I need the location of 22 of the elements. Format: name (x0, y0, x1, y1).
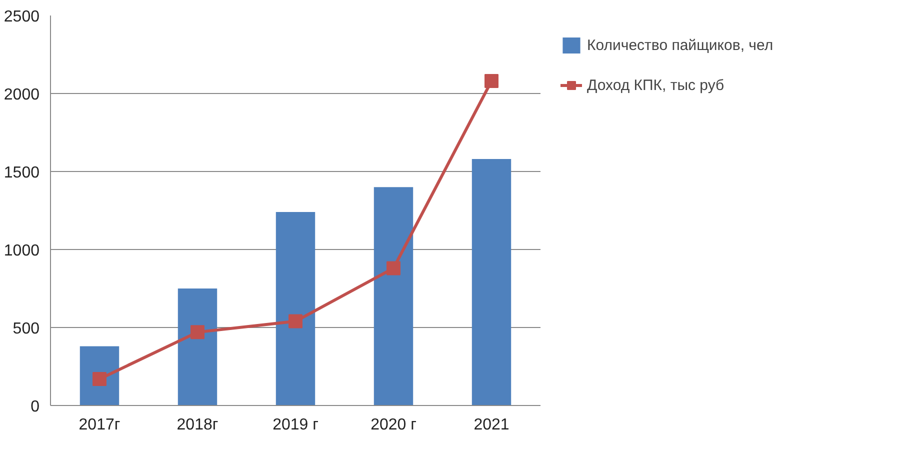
x-tick-label: 2018г (176, 416, 218, 434)
y-tick-label: 2000 (4, 86, 40, 104)
x-tick-label: 2017г (78, 416, 120, 434)
y-tick-label: 1000 (4, 242, 40, 260)
y-tick-label: 2500 (4, 8, 40, 26)
bar (472, 159, 512, 406)
x-tick-label: 2021 (474, 416, 510, 434)
x-tick-label: 2019 г (272, 416, 319, 434)
bar (276, 212, 316, 406)
legend-label: Количество пайщиков, чел (587, 36, 774, 54)
y-tick-label: 1500 (4, 164, 40, 182)
y-tick-label: 0 (30, 398, 40, 416)
bar (374, 187, 414, 406)
legend-label: Доход КПК, тыс руб (587, 76, 724, 94)
y-tick-label: 500 (12, 320, 40, 338)
point (92, 372, 106, 386)
point (386, 261, 400, 276)
bar (178, 288, 218, 406)
point (288, 314, 302, 328)
point (484, 74, 498, 88)
point (190, 325, 204, 340)
x-tick-label: 2020 г (370, 416, 417, 434)
